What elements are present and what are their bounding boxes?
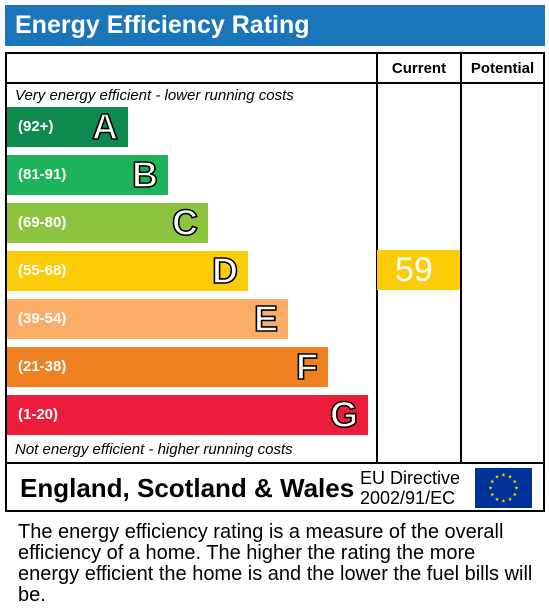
rating-band-c: (69-80) C: [7, 203, 208, 243]
scale-top-text: Very energy efficient - lower running co…: [15, 87, 294, 104]
eu-flag-icon: [475, 468, 532, 508]
band-range-label: (21-38): [18, 347, 66, 387]
band-letter: B: [132, 153, 158, 197]
current-column-header: Current: [378, 54, 460, 83]
band-letter: E: [254, 297, 278, 341]
footer-region: England, Scotland & Wales: [20, 471, 354, 505]
rating-band-f: (21-38) F: [7, 347, 328, 387]
potential-column-divider: [460, 52, 462, 464]
potential-column-header: Potential: [462, 54, 543, 83]
band-letter: D: [212, 249, 238, 293]
eu-directive-line2: 2002/91/EC: [360, 488, 460, 508]
band-range-label: (1-20): [18, 395, 58, 435]
rating-band-d: (55-68) D: [7, 251, 248, 291]
current-rating-value: 59: [377, 250, 460, 290]
scale-bottom-text: Not energy efficient - higher running co…: [15, 441, 293, 458]
band-range-label: (92+): [18, 107, 53, 147]
band-range-label: (81-91): [18, 155, 66, 195]
page-title: Energy Efficiency Rating: [5, 5, 545, 46]
eu-directive-line1: EU Directive: [360, 468, 460, 488]
eu-directive: EU Directive 2002/91/EC: [360, 468, 460, 508]
band-range-label: (39-54): [18, 299, 66, 339]
band-letter: C: [172, 201, 198, 245]
rating-band-b: (81-91) B: [7, 155, 168, 195]
band-range-label: (69-80): [18, 203, 66, 243]
band-letter: A: [92, 105, 118, 149]
rating-band-a: (92+) A: [7, 107, 128, 147]
footer-divider: [5, 462, 545, 464]
description-text: The energy efficiency rating is a measur…: [18, 522, 538, 606]
rating-band-g: (1-20) G: [7, 395, 368, 435]
band-range-label: (55-68): [18, 251, 66, 291]
band-letter: F: [296, 345, 318, 389]
rating-band-e: (39-54) E: [7, 299, 288, 339]
band-letter: G: [330, 393, 358, 437]
